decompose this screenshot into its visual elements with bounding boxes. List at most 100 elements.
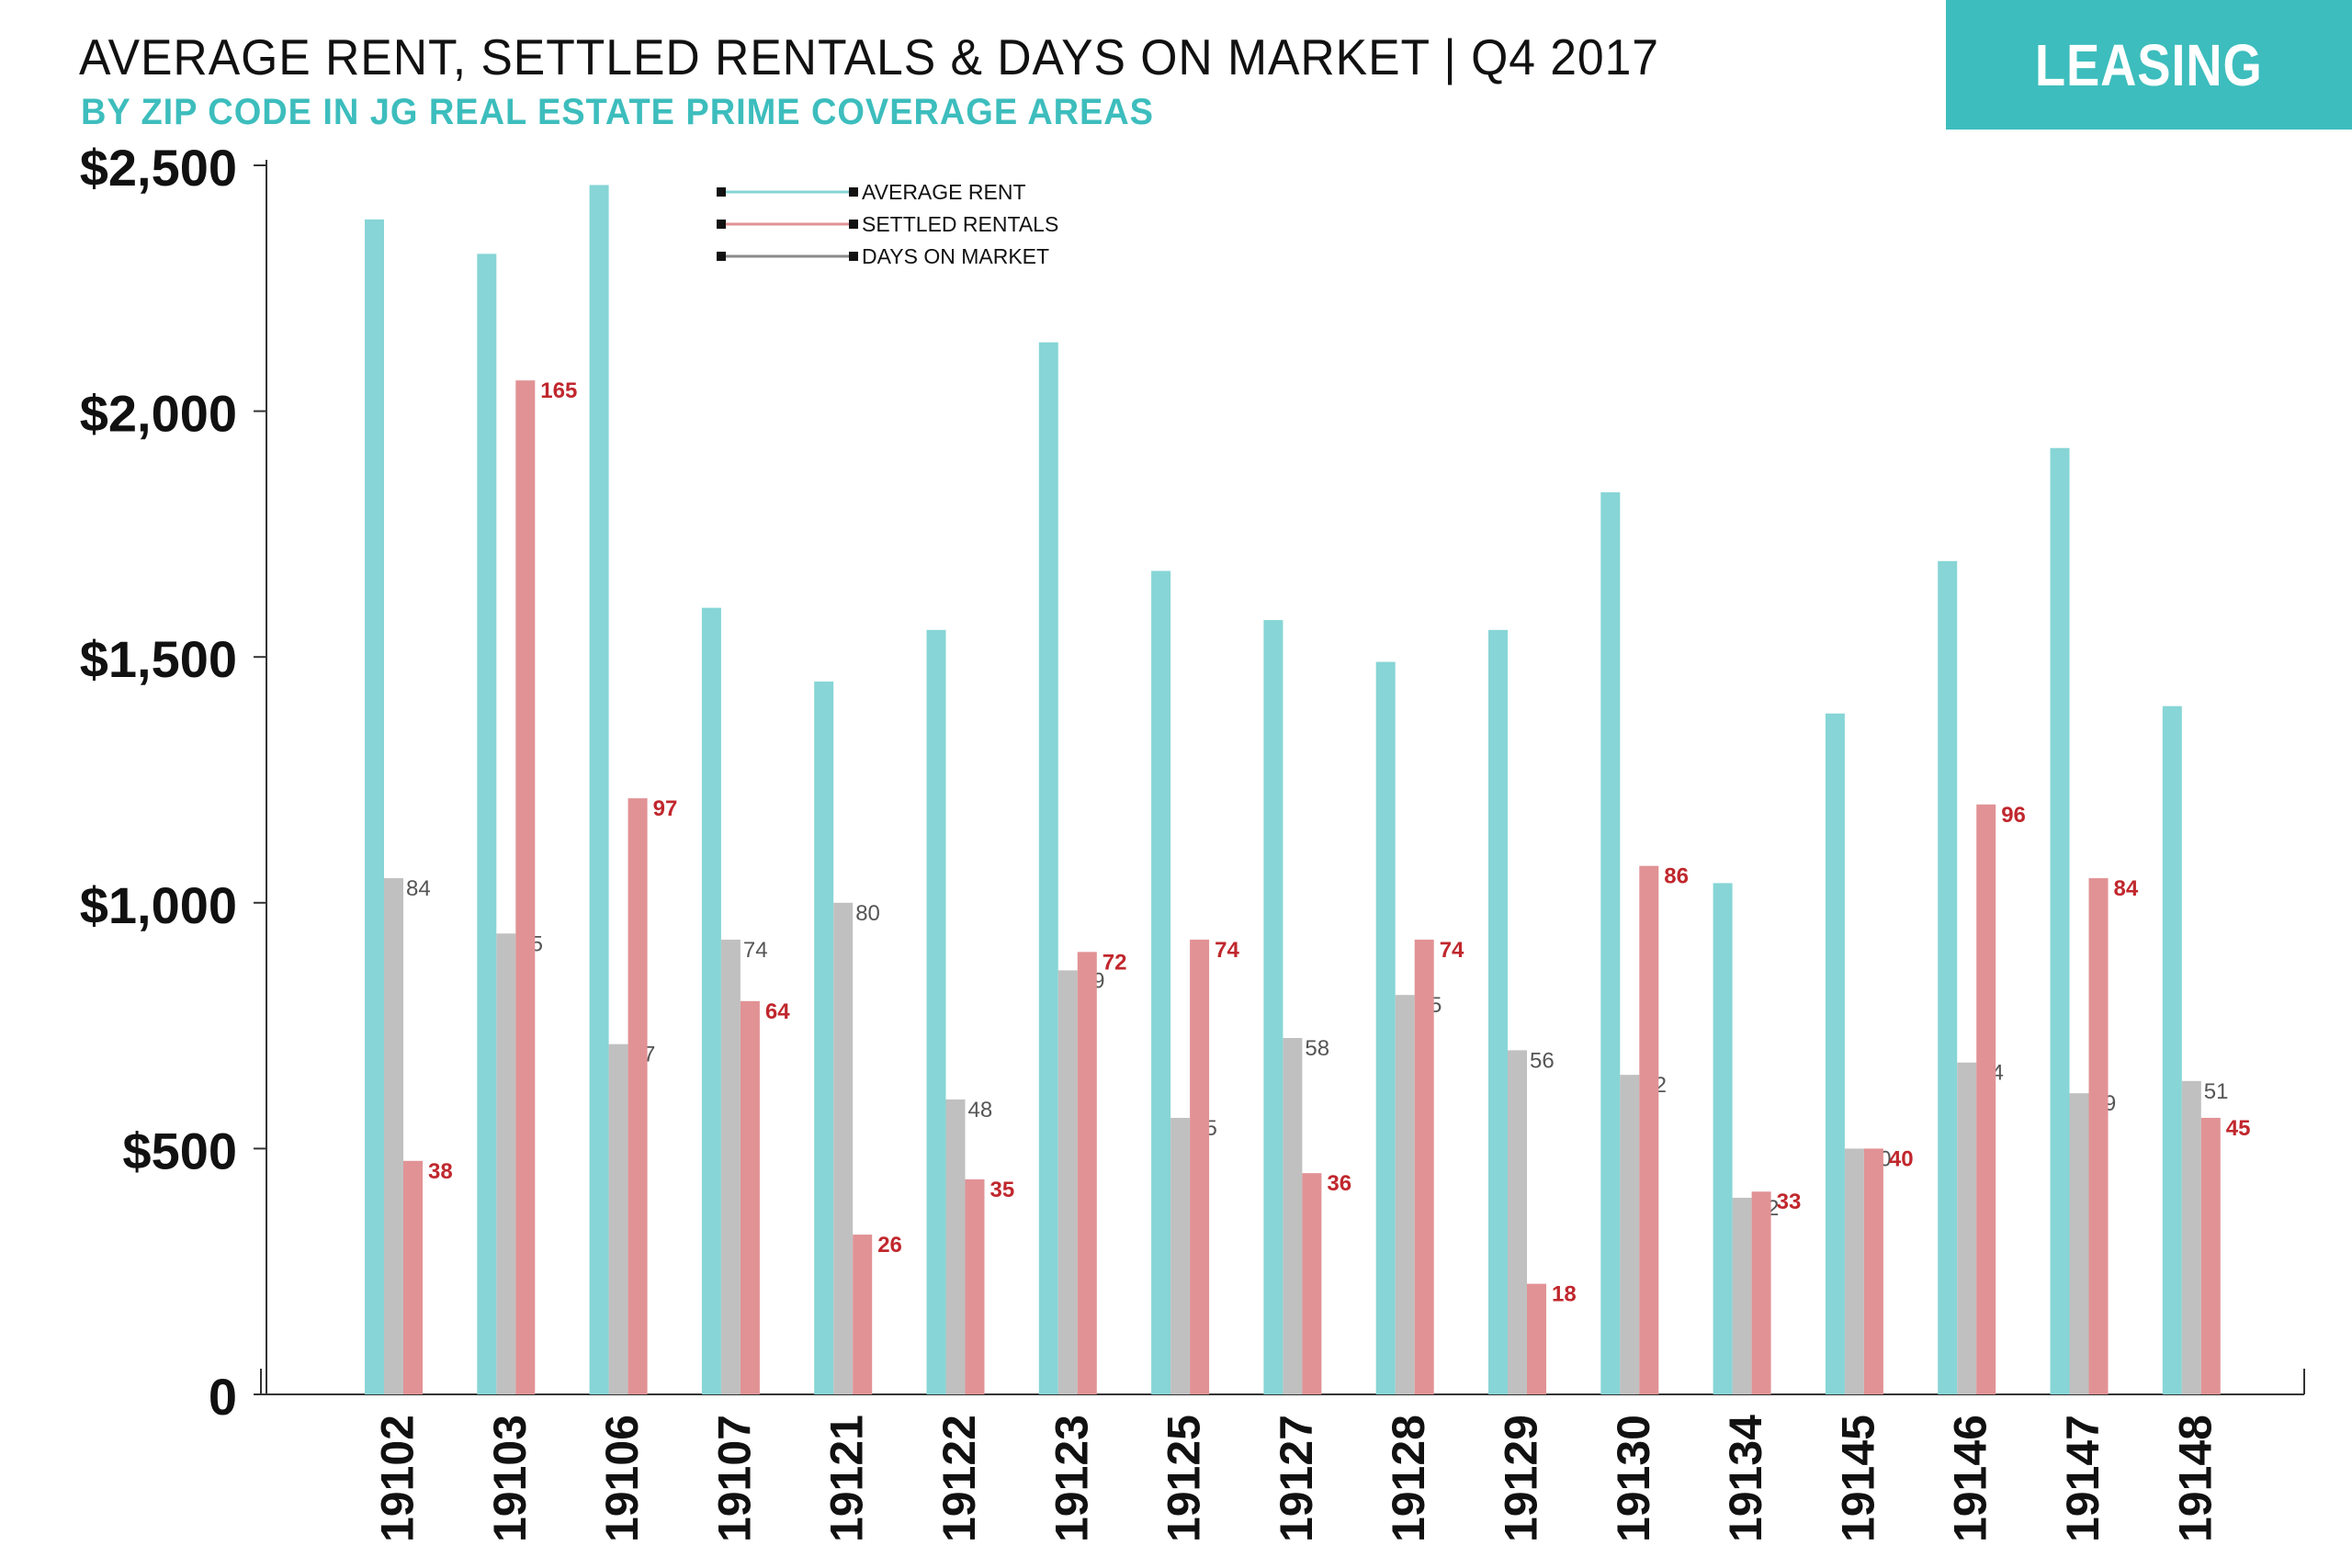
legend-marker bbox=[717, 220, 726, 229]
settled-rentals-label: 45 bbox=[2226, 1116, 2251, 1141]
settled-rentals-label: 72 bbox=[1102, 950, 1127, 975]
days-on-market-bar bbox=[1057, 970, 1078, 1394]
days-on-market-bar bbox=[2181, 1080, 2201, 1394]
y-tick-label: $500 bbox=[122, 1122, 237, 1179]
legend-label: AVERAGE RENT bbox=[862, 180, 1026, 204]
leasing-badge-label: LEASING bbox=[2035, 31, 2263, 98]
legend-marker bbox=[849, 187, 858, 197]
days-on-market-bar bbox=[1844, 1148, 1864, 1394]
zip-code-label: 19121 bbox=[821, 1415, 873, 1542]
average-rent-bar bbox=[1375, 661, 1396, 1394]
days-on-market-bar bbox=[1170, 1117, 1191, 1394]
y-tick-label: 0 bbox=[209, 1368, 237, 1426]
settled-rentals-bar bbox=[1863, 1148, 1883, 1394]
days-on-market-label: 80 bbox=[855, 901, 880, 926]
zip-code-label: 19146 bbox=[1945, 1415, 1996, 1542]
settled-rentals-bar bbox=[1976, 804, 1996, 1394]
settled-rentals-bar bbox=[1190, 939, 1210, 1394]
settled-rentals-label: 74 bbox=[1215, 938, 1239, 963]
zip-code-label: 19125 bbox=[1159, 1415, 1210, 1542]
average-rent-bar bbox=[1600, 491, 1621, 1394]
days-on-market-bar bbox=[720, 939, 741, 1394]
settled-rentals-label: 33 bbox=[1777, 1190, 1802, 1214]
settled-rentals-label: 36 bbox=[1327, 1171, 1351, 1196]
settled-rentals-label: 40 bbox=[1889, 1146, 1914, 1171]
zip-code-label: 19147 bbox=[2057, 1415, 2109, 1542]
settled-rentals-bar bbox=[1302, 1173, 1322, 1394]
settled-rentals-bar bbox=[628, 798, 648, 1394]
settled-rentals-bar bbox=[853, 1235, 873, 1394]
settled-rentals-bar bbox=[1414, 939, 1434, 1394]
average-rent-bar bbox=[1263, 620, 1283, 1394]
settled-rentals-bar bbox=[1751, 1191, 1771, 1394]
settled-rentals-bar bbox=[965, 1179, 985, 1394]
legend-marker bbox=[717, 252, 726, 261]
average-rent-bar bbox=[477, 254, 497, 1395]
settled-rentals-label: 97 bbox=[653, 796, 678, 821]
y-tick-label: $2,500 bbox=[80, 139, 237, 197]
days-on-market-label: 51 bbox=[2204, 1079, 2229, 1104]
settled-rentals-label: 84 bbox=[2114, 876, 2139, 901]
zip-code-label: 19128 bbox=[1383, 1415, 1434, 1542]
days-on-market-bar bbox=[833, 902, 854, 1394]
legend-marker bbox=[717, 187, 726, 197]
y-tick-label: $2,000 bbox=[80, 385, 237, 443]
legend-label: DAYS ON MARKET bbox=[862, 244, 1049, 268]
average-rent-bar bbox=[589, 185, 609, 1395]
zip-code-label: 19145 bbox=[1832, 1415, 1883, 1542]
average-rent-bar bbox=[926, 629, 946, 1394]
days-on-market-label: 84 bbox=[406, 876, 431, 901]
settled-rentals-label: 26 bbox=[877, 1233, 902, 1258]
average-rent-bar bbox=[1713, 883, 1733, 1394]
average-rent-bar bbox=[814, 681, 834, 1394]
days-on-market-bar bbox=[1395, 995, 1415, 1394]
zip-code-label: 19103 bbox=[484, 1415, 536, 1542]
settled-rentals-label: 86 bbox=[1664, 864, 1689, 889]
chart-subtitle: BY ZIP CODE IN JG REAL ESTATE PRIME COVE… bbox=[81, 92, 1154, 132]
settled-rentals-label: 96 bbox=[2001, 803, 2026, 828]
days-on-market-bar bbox=[1957, 1062, 1977, 1394]
average-rent-bar bbox=[1151, 570, 1171, 1394]
days-on-market-bar bbox=[1508, 1050, 1527, 1394]
days-on-market-label: 58 bbox=[1305, 1036, 1329, 1061]
days-on-market-bar bbox=[608, 1043, 628, 1394]
average-rent-bar bbox=[1938, 560, 1958, 1394]
settled-rentals-bar bbox=[1527, 1283, 1546, 1394]
settled-rentals-label: 165 bbox=[540, 378, 577, 403]
settled-rentals-bar bbox=[1639, 865, 1659, 1394]
settled-rentals-bar bbox=[1077, 952, 1097, 1394]
settled-rentals-label: 64 bbox=[765, 999, 790, 1024]
days-on-market-bar bbox=[384, 878, 403, 1394]
average-rent-bar bbox=[1038, 342, 1058, 1394]
zip-code-label: 19130 bbox=[1608, 1415, 1659, 1542]
y-tick-label: $1,500 bbox=[80, 630, 237, 688]
leasing-badge: LEASING bbox=[1946, 0, 2352, 130]
settled-rentals-label: 35 bbox=[990, 1178, 1015, 1202]
legend-label: SETTLED RENTALS bbox=[862, 212, 1058, 236]
legend-marker bbox=[849, 252, 858, 261]
zip-code-label: 19129 bbox=[1496, 1415, 1547, 1542]
average-rent-bar bbox=[701, 607, 721, 1394]
settled-rentals-bar bbox=[740, 1000, 760, 1394]
average-rent-bar bbox=[365, 219, 384, 1395]
days-on-market-bar bbox=[945, 1099, 966, 1394]
zip-code-label: 19127 bbox=[1271, 1415, 1322, 1542]
days-on-market-label: 48 bbox=[968, 1098, 993, 1122]
settled-rentals-bar bbox=[515, 380, 536, 1394]
settled-rentals-label: 38 bbox=[428, 1159, 453, 1184]
zip-code-label: 19148 bbox=[2169, 1415, 2221, 1542]
days-on-market-bar bbox=[1283, 1037, 1303, 1394]
legend-marker bbox=[849, 220, 858, 229]
average-rent-bar bbox=[1825, 713, 1845, 1394]
zip-code-label: 19122 bbox=[933, 1415, 985, 1542]
settled-rentals-bar bbox=[403, 1160, 423, 1394]
zip-code-label: 19123 bbox=[1046, 1415, 1097, 1542]
days-on-market-bar bbox=[1620, 1075, 1640, 1394]
days-on-market-label: 74 bbox=[743, 938, 768, 963]
chart-title: AVERAGE RENT, SETTLED RENTALS & DAYS ON … bbox=[79, 28, 1659, 85]
days-on-market-label: 56 bbox=[1530, 1048, 1555, 1073]
settled-rentals-label: 18 bbox=[1552, 1282, 1577, 1307]
zip-code-label: 19106 bbox=[596, 1415, 648, 1542]
average-rent-bar bbox=[1488, 629, 1508, 1394]
